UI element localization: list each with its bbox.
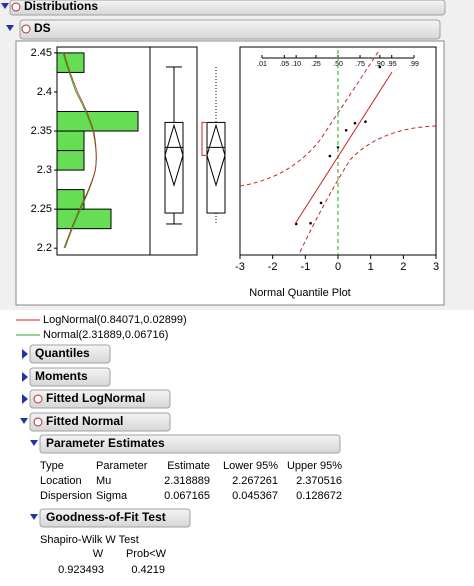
y-tick-label: 2.2 [37, 242, 52, 254]
quantile-point [364, 120, 367, 123]
table-header: W [93, 548, 104, 560]
prob-tick-label: .99 [409, 61, 419, 68]
outline-header[interactable] [19, 19, 441, 40]
quantile-point [328, 154, 332, 158]
table-cell: Location [40, 475, 82, 487]
section-title: Parameter Estimates [46, 436, 165, 450]
table-header: Lower 95% [223, 460, 278, 472]
x-tick-label: -3 [235, 261, 245, 273]
y-tick-label: 2.45 [31, 47, 52, 59]
x-tick-label: 1 [368, 261, 374, 273]
quantile-point [378, 65, 382, 69]
disclosure[interactable] [22, 372, 28, 382]
shortest-half [201, 121, 206, 156]
outline-header[interactable] [9, 0, 446, 16]
x-tick-label: 0 [335, 261, 341, 273]
table-cell: 0.4219 [131, 564, 165, 576]
table-cell: Sigma [96, 490, 128, 502]
table-cell: Dispersion [40, 490, 92, 502]
y-tick-label: 2.25 [31, 203, 52, 215]
table-header: Upper 95% [287, 460, 342, 472]
quantile-point [353, 121, 357, 125]
disclosure[interactable] [20, 418, 28, 424]
prob-tick-label: .01 [257, 61, 267, 68]
histogram-bar [56, 130, 85, 152]
disclosure[interactable] [22, 394, 28, 404]
menu-icon[interactable] [11, 2, 21, 12]
outline-header[interactable] [29, 389, 171, 409]
legend-entry: LogNormal(0.84071,0.02899) [43, 314, 187, 326]
disclosure[interactable] [22, 349, 28, 359]
section-title: Moments [35, 369, 88, 383]
prob-tick-label: .75 [355, 61, 365, 68]
prob-tick-label: .25 [311, 61, 321, 68]
table-header: Type [40, 460, 64, 472]
legend-entry: Normal(2.31889,0.06716) [43, 329, 168, 341]
table-cell: 2.267261 [232, 475, 278, 487]
y-tick-label: 2.4 [37, 86, 52, 98]
x-tick-label: -1 [300, 261, 310, 273]
histogram-bar [56, 208, 112, 230]
x-tick-label: -2 [268, 261, 278, 273]
outline-header[interactable] [39, 508, 191, 528]
y-tick-label: 2.3 [37, 164, 52, 176]
table-cell: Mu [96, 475, 111, 487]
box [164, 121, 184, 214]
histogram-bar [56, 52, 85, 73]
test-name: Shapiro-Wilk W Test [40, 534, 139, 546]
table-header: Prob<W [126, 548, 167, 560]
table-header: Estimate [167, 460, 210, 472]
histogram-bar [56, 189, 85, 210]
mean-diamond [164, 123, 184, 188]
outline-title: Distributions [24, 0, 98, 13]
section-title: Fitted Normal [46, 414, 123, 428]
disclosure[interactable] [30, 514, 38, 520]
mean-diamond [206, 123, 226, 188]
prob-tick-label: .90 [375, 61, 385, 68]
table-cell: 2.318889 [164, 475, 210, 487]
outline-header[interactable] [29, 344, 111, 364]
menu-icon[interactable] [21, 24, 31, 34]
section-title: Quantiles [35, 346, 90, 360]
quantile-point [344, 128, 348, 132]
disclosure[interactable] [6, 25, 14, 31]
fit-line [294, 71, 393, 225]
confidence-band [239, 51, 379, 187]
table-cell: 0.067165 [164, 490, 210, 502]
histogram-bar [56, 150, 85, 171]
histogram-bar [56, 110, 139, 132]
disclosure[interactable] [1, 3, 9, 9]
menu-icon[interactable] [33, 417, 43, 427]
quantile-point [309, 221, 312, 225]
table-cell: 2.370516 [296, 475, 342, 487]
x-tick-label: 3 [433, 261, 439, 273]
disclosure[interactable] [30, 440, 38, 446]
outline-header[interactable] [29, 412, 171, 432]
prob-tick-label: .95 [387, 61, 397, 68]
box [206, 121, 226, 214]
outline-header[interactable] [39, 434, 341, 454]
axis-label: Normal Quantile Plot [249, 287, 351, 299]
variable-title: DS [34, 21, 51, 35]
quantile-point [336, 146, 340, 149]
table-cell: 0.045367 [232, 490, 278, 502]
table-header: Parameter [96, 460, 148, 472]
prob-tick-label: .10 [291, 61, 301, 68]
table-cell: 0.923493 [58, 564, 104, 576]
outline-header[interactable] [29, 367, 111, 387]
x-tick-label: 2 [400, 261, 406, 273]
quantile-point [319, 201, 323, 205]
section-title: Goodness-of-Fit Test [46, 510, 166, 524]
prob-tick-label: .05 [279, 61, 289, 68]
y-tick-label: 2.35 [31, 125, 52, 137]
section-title: Fitted LogNormal [46, 391, 145, 405]
menu-icon[interactable] [33, 394, 43, 404]
table-cell: 0.128672 [296, 490, 342, 502]
lognormal-curve [63, 52, 97, 249]
